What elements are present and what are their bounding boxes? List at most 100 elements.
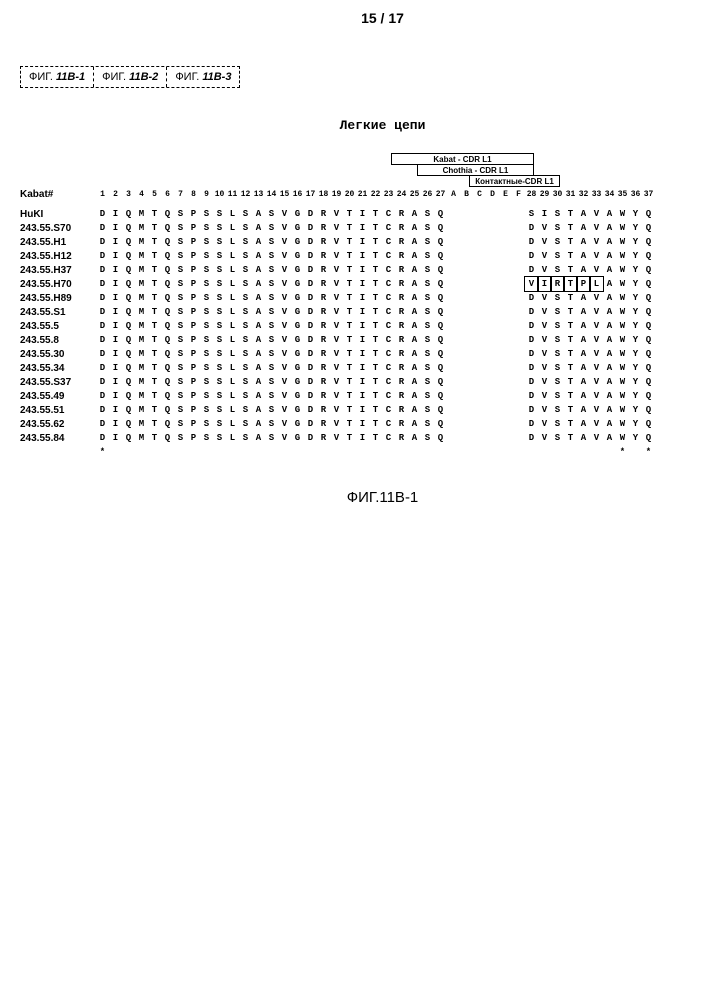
residue-cell: Q	[122, 347, 135, 361]
residue-cell: Q	[122, 403, 135, 417]
residue-cell: S	[421, 431, 434, 445]
residue-cell: R	[317, 305, 330, 319]
residue-cell	[447, 389, 460, 403]
consensus-cell	[148, 445, 161, 459]
residue-cell	[512, 263, 525, 277]
residue-cell: C	[382, 347, 395, 361]
residue-cell: A	[408, 207, 421, 221]
residue-cell: S	[213, 235, 226, 249]
residue-cell: Q	[122, 333, 135, 347]
residue-cell: A	[577, 221, 590, 235]
residue-cell: V	[590, 333, 603, 347]
residue-cell: Q	[122, 207, 135, 221]
residue-cell: M	[135, 347, 148, 361]
residue-cell: V	[330, 333, 343, 347]
residue-cell: S	[525, 207, 538, 221]
residue-cell: T	[564, 361, 577, 375]
sequence-row: 243.55.51DIQMTQSPSSLSASVGDRVTITCRASQDVST…	[20, 403, 655, 417]
sequence-name: 243.55.34	[20, 361, 96, 375]
residue-cell: P	[187, 235, 200, 249]
residue-cell: S	[551, 417, 564, 431]
sequence-name: 243.55.H37	[20, 263, 96, 277]
residue-cell: A	[252, 389, 265, 403]
residue-cell: V	[330, 375, 343, 389]
residue-cell: S	[200, 291, 213, 305]
residue-cell: T	[564, 389, 577, 403]
residue-cell	[473, 417, 486, 431]
residue-cell: R	[395, 431, 408, 445]
residue-cell: T	[564, 375, 577, 389]
alignment-block: Легкие цепи Kabat - CDR L1Chothia - CDR …	[20, 118, 725, 459]
position-header: 20	[343, 187, 356, 201]
residue-cell: G	[291, 207, 304, 221]
residue-cell: S	[551, 221, 564, 235]
residue-cell: I	[109, 207, 122, 221]
residue-cell: S	[239, 263, 252, 277]
residue-cell: S	[174, 389, 187, 403]
residue-cell: C	[382, 431, 395, 445]
residue-cell: W	[616, 235, 629, 249]
residue-cell	[460, 389, 473, 403]
residue-cell: Q	[161, 319, 174, 333]
residue-cell: L	[226, 305, 239, 319]
residue-cell: I	[356, 249, 369, 263]
residue-cell: G	[291, 403, 304, 417]
residue-cell: W	[616, 333, 629, 347]
residue-cell: S	[200, 417, 213, 431]
residue-cell	[499, 333, 512, 347]
residue-cell: T	[564, 235, 577, 249]
residue-cell: D	[525, 417, 538, 431]
residue-cell: Y	[629, 305, 642, 319]
position-header: 1	[96, 187, 109, 201]
residue-cell: Q	[642, 361, 655, 375]
residue-cell: Q	[161, 403, 174, 417]
residue-cell: V	[590, 403, 603, 417]
residue-cell: Q	[434, 277, 447, 291]
residue-cell: A	[252, 333, 265, 347]
residue-cell: A	[603, 249, 616, 263]
residue-cell: V	[538, 389, 551, 403]
residue-cell: V	[330, 235, 343, 249]
residue-cell: L	[226, 235, 239, 249]
sequence-row: 243.55.H89DIQMTQSPSSLSASVGDRVTITCRASQDVS…	[20, 291, 655, 305]
residue-cell: S	[200, 403, 213, 417]
residue-cell: T	[343, 375, 356, 389]
residue-cell	[499, 375, 512, 389]
residue-cell	[473, 263, 486, 277]
residue-cell	[460, 375, 473, 389]
residue-cell: R	[395, 235, 408, 249]
residue-cell: T	[148, 389, 161, 403]
residue-cell: G	[291, 389, 304, 403]
residue-cell: W	[616, 375, 629, 389]
residue-cell: P	[187, 389, 200, 403]
consensus-cell	[278, 445, 291, 459]
residue-cell: I	[356, 319, 369, 333]
residue-cell	[486, 431, 499, 445]
position-header: E	[499, 187, 512, 201]
residue-cell: I	[356, 221, 369, 235]
residue-cell: T	[343, 305, 356, 319]
residue-cell	[499, 431, 512, 445]
residue-cell: A	[603, 305, 616, 319]
residue-cell: R	[395, 333, 408, 347]
residue-cell: A	[577, 291, 590, 305]
residue-cell: I	[109, 403, 122, 417]
residue-cell: A	[252, 431, 265, 445]
residue-cell: D	[304, 375, 317, 389]
page-number: 15 / 17	[20, 10, 725, 26]
residue-cell: D	[304, 417, 317, 431]
residue-cell: A	[252, 403, 265, 417]
position-header: 21	[356, 187, 369, 201]
residue-cell: D	[96, 361, 109, 375]
residue-cell: S	[200, 431, 213, 445]
residue-cell: D	[304, 263, 317, 277]
residue-cell: R	[317, 347, 330, 361]
residue-cell	[512, 375, 525, 389]
residue-cell: T	[369, 319, 382, 333]
residue-cell: Q	[122, 291, 135, 305]
residue-cell: P	[187, 375, 200, 389]
position-header: 18	[317, 187, 330, 201]
residue-cell: S	[200, 389, 213, 403]
residue-cell: S	[213, 403, 226, 417]
residue-cell: L	[226, 347, 239, 361]
